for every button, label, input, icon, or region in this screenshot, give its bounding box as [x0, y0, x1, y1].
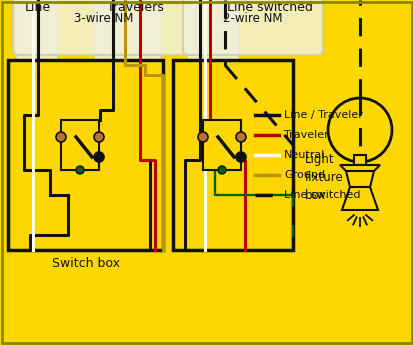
Circle shape	[94, 132, 104, 142]
Polygon shape	[339, 165, 379, 171]
Text: Line: Line	[25, 1, 51, 14]
Text: Line switched: Line switched	[283, 190, 360, 200]
Bar	[8, 60, 163, 250]
Circle shape	[235, 152, 245, 162]
Text: Neutral: Neutral	[283, 150, 325, 160]
Text: Line / Traveler: Line / Traveler	[283, 110, 362, 120]
Circle shape	[235, 132, 245, 142]
Polygon shape	[345, 171, 373, 187]
FancyBboxPatch shape	[16, 0, 58, 111]
FancyBboxPatch shape	[13, 0, 195, 55]
Text: 2-wire NM: 2-wire NM	[223, 11, 282, 24]
Text: 3-wire NM: 3-wire NM	[74, 11, 133, 24]
FancyBboxPatch shape	[183, 0, 322, 55]
Text: Switch box: Switch box	[52, 257, 120, 270]
Text: Ground: Ground	[283, 170, 324, 180]
FancyBboxPatch shape	[94, 0, 161, 111]
Text: Line switched: Line switched	[226, 1, 312, 14]
Circle shape	[94, 152, 104, 162]
Circle shape	[197, 132, 207, 142]
Bar	[173, 60, 292, 250]
Bar	[353, 155, 365, 165]
Text: Travelers: Travelers	[107, 1, 163, 14]
Text: Light
fixture
box: Light fixture box	[304, 152, 343, 201]
Circle shape	[327, 98, 391, 162]
Text: Traveler: Traveler	[283, 130, 328, 140]
Bar	[202, 120, 240, 170]
Bar	[61, 120, 99, 170]
Circle shape	[56, 132, 66, 142]
Circle shape	[218, 166, 225, 174]
FancyBboxPatch shape	[187, 0, 238, 111]
Circle shape	[76, 166, 84, 174]
Polygon shape	[341, 187, 377, 210]
